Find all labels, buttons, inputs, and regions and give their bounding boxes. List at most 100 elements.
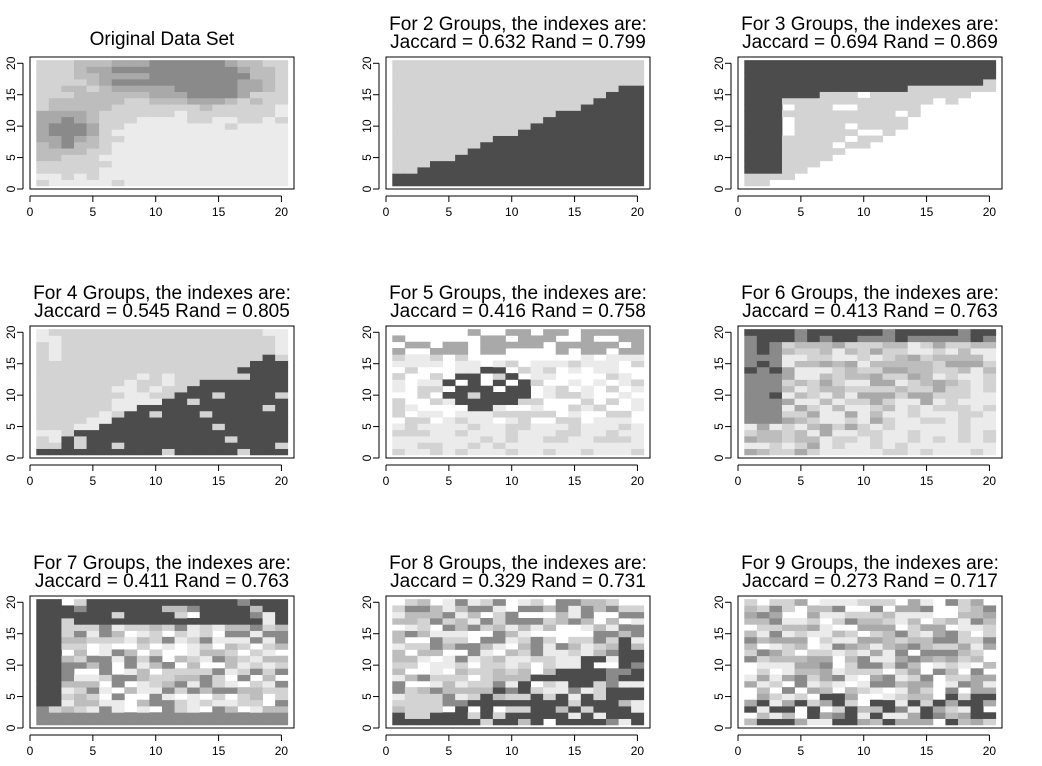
heatmap-cell (756, 655, 770, 663)
heatmap-cell (187, 429, 201, 437)
heatmap-cell (782, 655, 795, 663)
heatmap-cell (174, 91, 188, 99)
heatmap-cell (844, 66, 858, 74)
heatmap-cell (162, 135, 175, 143)
heatmap-cell (99, 410, 113, 418)
heatmap-cell (404, 110, 418, 118)
heatmap-cell (237, 373, 251, 380)
heatmap-cell (819, 680, 833, 688)
heatmap-cell (606, 72, 619, 80)
heatmap-cell (530, 423, 544, 431)
heatmap-cell (492, 79, 506, 86)
heatmap-cells (36, 599, 289, 726)
heatmap-cell (430, 436, 443, 443)
heatmap-cell (149, 179, 163, 187)
heatmap-cell (48, 410, 62, 418)
heatmap-cell (99, 179, 113, 187)
heatmap-cell (518, 366, 531, 374)
heatmap-cell (505, 129, 519, 136)
heatmap-cell (807, 123, 821, 130)
y-tick-label: 10 (712, 388, 726, 402)
heatmap-cell (275, 354, 289, 361)
heatmap-cell (606, 655, 619, 663)
heatmap-cell (455, 410, 469, 418)
heatmap-cell (756, 154, 770, 162)
heatmap-cell (870, 618, 883, 625)
heatmap-cell (882, 442, 896, 449)
heatmap-cell (832, 423, 846, 431)
heatmap-cell (907, 706, 921, 713)
heatmap-cell (492, 154, 506, 162)
heatmap-cell (61, 104, 75, 111)
heatmap-cell (224, 167, 238, 174)
heatmap-cell (983, 693, 997, 701)
heatmap-cell (149, 110, 163, 118)
heatmap-cell (124, 448, 138, 456)
heatmap-cell (74, 72, 87, 80)
heatmap-cell (187, 687, 201, 694)
heatmap-cell (275, 442, 289, 449)
heatmap-cell (870, 335, 883, 343)
heatmap-cell (237, 329, 251, 336)
heatmap-cell (870, 91, 883, 99)
heatmap-cell (794, 693, 808, 701)
heatmap-cell (442, 66, 456, 74)
heatmap-cell (61, 436, 75, 443)
heatmap-cell (275, 423, 289, 431)
heatmap-cell (86, 423, 100, 431)
heatmap-cell (136, 429, 150, 437)
heatmap-cell (212, 79, 226, 86)
heatmap-cell (756, 429, 770, 437)
heatmap-cell (455, 354, 469, 361)
heatmap-cell (86, 712, 100, 719)
heatmap-cell (124, 392, 138, 399)
heatmap-cell (48, 360, 62, 368)
heatmap-cell (480, 173, 494, 180)
heatmap-cell (505, 148, 519, 155)
heatmap-cell (480, 97, 494, 105)
y-tick-label: 5 (4, 423, 18, 430)
heatmap-cell (580, 611, 594, 619)
heatmap-cell (250, 398, 263, 405)
heatmap-cell (149, 72, 163, 80)
heatmap-cell (756, 442, 770, 449)
heatmap-cell (970, 636, 984, 644)
heatmap-cell (932, 699, 946, 707)
heatmap-cell (907, 341, 921, 349)
heatmap-cell (237, 410, 251, 418)
heatmap-cell (417, 341, 431, 349)
heatmap-cell (199, 173, 213, 180)
heatmap-cell (467, 160, 481, 168)
heatmap-cell (794, 91, 808, 99)
heatmap-cell (262, 404, 276, 412)
heatmap-cell (606, 618, 619, 625)
heatmap-cell (86, 360, 100, 368)
heatmap-cell (756, 123, 770, 130)
heatmap-cell (430, 643, 443, 650)
heatmap-cell (237, 693, 251, 701)
heatmap-cell (744, 643, 758, 650)
heatmap-cell (275, 687, 289, 694)
heatmap-cell (505, 72, 519, 80)
heatmap-cell (124, 398, 138, 405)
heatmap-cell (275, 706, 289, 713)
heatmap-cell (99, 618, 113, 625)
heatmap-cell (111, 417, 125, 424)
panel-subtitle: Jaccard = 0.329 Rand = 0.731 (390, 571, 646, 592)
heatmap-cell (174, 687, 188, 694)
heatmap-cell (568, 599, 582, 606)
heatmap-cell (844, 341, 858, 349)
heatmap-cell (832, 354, 846, 361)
heatmap-cell (631, 618, 645, 625)
heatmap-cell (149, 636, 163, 644)
heatmap-cell (199, 116, 213, 124)
heatmap-cell (199, 141, 213, 149)
heatmap-cell (262, 668, 276, 675)
heatmap-cell (224, 385, 238, 393)
heatmap-cell (212, 398, 226, 405)
heatmap-cell (124, 179, 138, 187)
heatmap-cell (199, 85, 213, 92)
heatmap-cell (945, 72, 959, 80)
heatmap-cell (492, 448, 506, 456)
